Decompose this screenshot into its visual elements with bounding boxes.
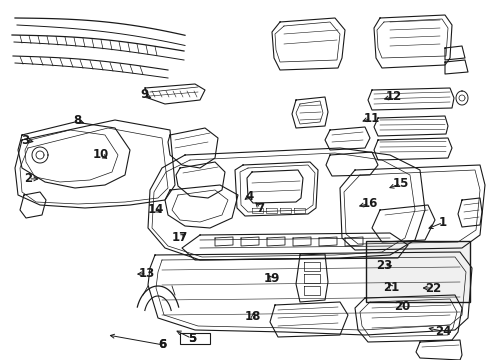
Text: 3: 3 — [21, 134, 29, 147]
Text: 19: 19 — [263, 273, 280, 285]
Text: 2: 2 — [24, 172, 32, 185]
Text: 17: 17 — [171, 231, 188, 244]
Text: 22: 22 — [424, 282, 441, 294]
Text: 10: 10 — [92, 148, 109, 161]
Text: 15: 15 — [392, 177, 408, 190]
Text: 20: 20 — [393, 300, 409, 312]
Text: 13: 13 — [138, 267, 155, 280]
Text: 14: 14 — [147, 203, 163, 216]
Text: 4: 4 — [245, 190, 253, 203]
Text: 7: 7 — [256, 202, 264, 215]
Text: 18: 18 — [244, 310, 261, 323]
Bar — [365, 241, 469, 302]
Text: 12: 12 — [385, 90, 401, 103]
Text: 8: 8 — [73, 114, 81, 127]
Text: 5: 5 — [187, 332, 195, 345]
Text: 6: 6 — [159, 338, 166, 351]
Text: 23: 23 — [375, 259, 392, 272]
Text: 16: 16 — [361, 197, 377, 210]
Text: 24: 24 — [434, 325, 450, 338]
Text: 1: 1 — [438, 216, 446, 229]
Text: 11: 11 — [363, 112, 379, 125]
Text: 5: 5 — [187, 332, 195, 345]
Bar — [180, 333, 210, 344]
Text: 6: 6 — [159, 338, 166, 351]
Text: 9: 9 — [141, 88, 148, 101]
Text: 21: 21 — [382, 281, 399, 294]
